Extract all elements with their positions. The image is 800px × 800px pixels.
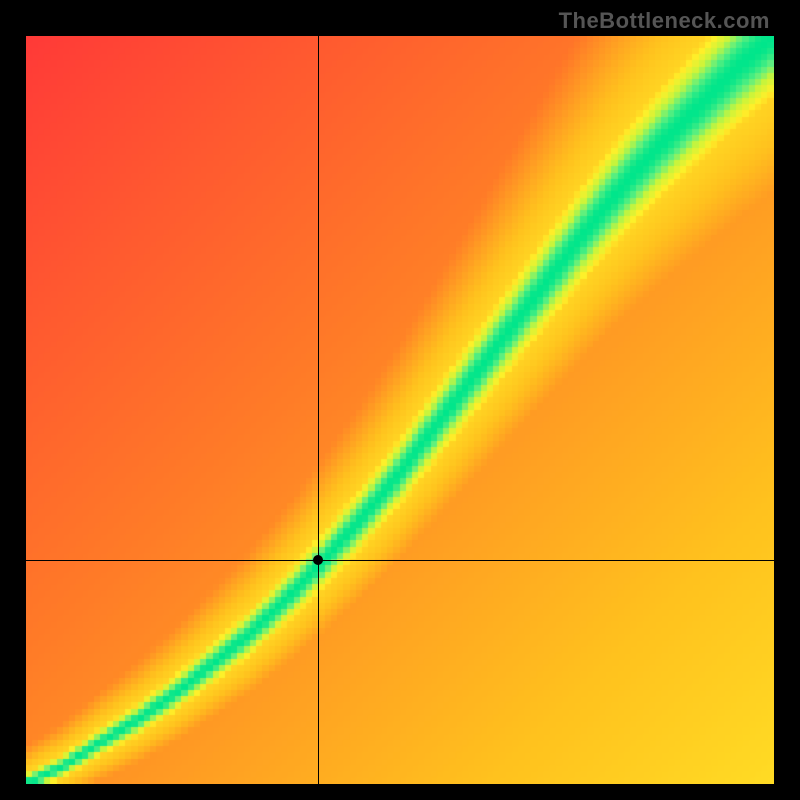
watermark-text: TheBottleneck.com — [559, 8, 770, 34]
chart-container: TheBottleneck.com — [0, 0, 800, 800]
heatmap-canvas — [26, 36, 774, 784]
heatmap-plot[interactable] — [26, 36, 774, 784]
